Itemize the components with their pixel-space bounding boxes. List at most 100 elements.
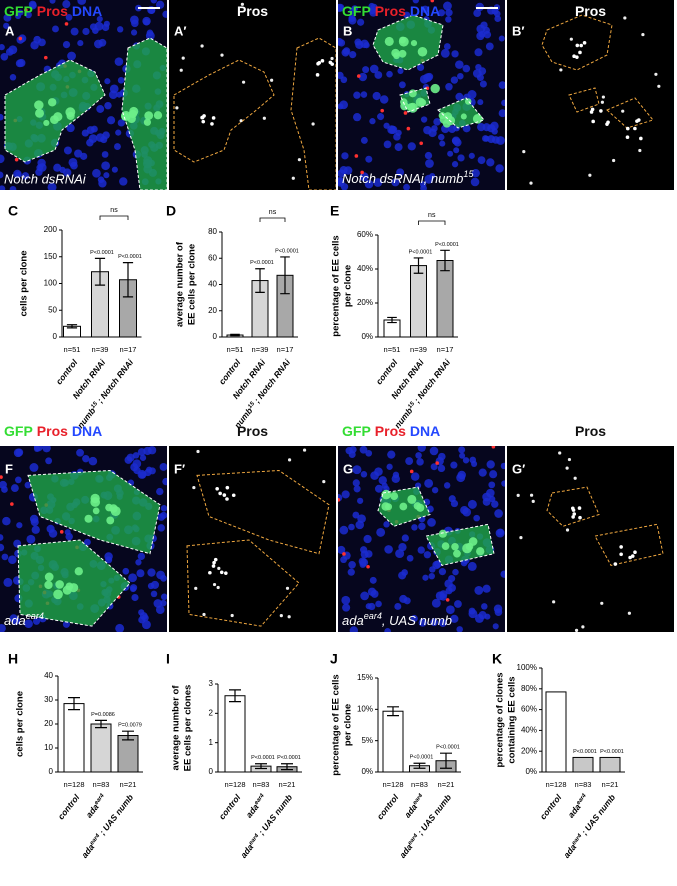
y-tick-label: 0% xyxy=(361,767,373,776)
y-tick-label: 40 xyxy=(44,671,53,680)
title-word: Pros xyxy=(375,423,406,439)
nucleus xyxy=(10,484,19,493)
y-axis-label: average number of xyxy=(175,241,186,327)
panel-letter: F′ xyxy=(174,461,185,476)
error-bar xyxy=(387,316,397,324)
nucleus xyxy=(12,616,21,625)
nucleus xyxy=(423,73,433,83)
nucleus xyxy=(474,48,483,57)
pros-cell xyxy=(588,173,592,177)
panel-letter: I xyxy=(166,651,170,667)
nucleus xyxy=(477,156,486,165)
image-panel xyxy=(507,0,674,190)
pros-cell xyxy=(262,116,266,120)
nucleus xyxy=(374,484,383,493)
nucleus xyxy=(3,13,12,22)
nucleus xyxy=(443,1,452,11)
error-bar xyxy=(68,697,80,711)
pros-cell xyxy=(219,570,224,575)
p-value-label: P=0.0079 xyxy=(118,723,142,729)
x-tick-label: control xyxy=(217,357,243,386)
panel-title: Pros xyxy=(575,3,606,19)
nucleus xyxy=(353,91,361,99)
panel-letter: A′ xyxy=(174,23,187,38)
nucleus xyxy=(101,151,109,158)
nucleus xyxy=(362,66,370,74)
gfp-cell xyxy=(153,111,163,120)
nucleus xyxy=(106,116,116,125)
nucleus xyxy=(17,9,24,16)
nucleus xyxy=(83,538,91,546)
gfp-cell xyxy=(381,502,390,511)
nucleus xyxy=(446,605,455,615)
n-label: n=39 xyxy=(92,345,109,354)
nucleus xyxy=(494,608,503,616)
nucleus xyxy=(431,598,441,608)
clone-outline xyxy=(425,523,495,567)
nucleus xyxy=(459,452,466,459)
bar xyxy=(572,756,594,773)
x-tick-label: adaear4 xyxy=(402,792,427,820)
pros-cell xyxy=(18,36,23,41)
title-word: Pros xyxy=(575,3,606,19)
nucleus xyxy=(471,168,480,178)
y-tick-label: 15% xyxy=(357,673,373,682)
nucleus xyxy=(423,551,432,559)
y-tick-label: 2 xyxy=(209,708,214,717)
nucleus xyxy=(342,603,351,612)
nucleus xyxy=(476,31,485,41)
nucleus xyxy=(24,481,32,489)
panel-title: Pros xyxy=(575,423,606,439)
nucleus xyxy=(98,179,107,188)
pros-cell xyxy=(24,8,28,12)
panel-title: GFP Pros DNA xyxy=(342,3,440,19)
y-tick-label: 100 xyxy=(44,279,58,288)
p-value-label: P<0.0001 xyxy=(250,260,274,266)
gfp-cell xyxy=(44,580,53,590)
title-word: GFP xyxy=(342,423,371,439)
nucleus xyxy=(471,460,478,467)
error-bar xyxy=(94,257,106,286)
gfp-cell xyxy=(66,111,75,121)
pros-cell xyxy=(216,585,220,590)
nucleus xyxy=(352,511,360,519)
superscript: 15 xyxy=(90,400,99,409)
image-background xyxy=(507,446,674,632)
nucleus xyxy=(150,0,157,4)
nucleus xyxy=(360,591,369,601)
nucleus xyxy=(82,454,90,463)
nucleus xyxy=(13,169,22,179)
pros-cell xyxy=(600,100,604,104)
nucleus xyxy=(157,513,166,521)
pros-cell xyxy=(330,62,335,66)
nucleus xyxy=(438,618,447,627)
pros-cell xyxy=(311,122,315,126)
clone-fill xyxy=(18,539,130,627)
nucleus xyxy=(159,463,167,471)
clone-outline xyxy=(399,87,431,113)
pros-cell xyxy=(320,59,325,63)
panel-letter: B′ xyxy=(512,23,525,38)
pros-cell xyxy=(606,120,610,125)
pros-cell xyxy=(516,493,520,497)
nucleus xyxy=(487,135,496,144)
error-bar xyxy=(95,719,107,729)
y-tick-label: 150 xyxy=(44,252,58,261)
panel-caption: adaear4 xyxy=(4,611,44,628)
nucleus xyxy=(373,178,383,187)
clone-outline xyxy=(27,469,161,555)
pros-cell xyxy=(291,176,295,180)
nucleus xyxy=(358,72,368,82)
pros-cell xyxy=(225,485,230,490)
nucleus xyxy=(77,40,84,47)
p-value-label: P<0.0001 xyxy=(118,254,142,260)
pros-cell xyxy=(569,37,573,41)
nucleus xyxy=(0,624,6,632)
title-word: Pros xyxy=(237,3,268,19)
gfp-cell xyxy=(106,516,115,525)
bar xyxy=(599,756,621,773)
nucleus xyxy=(425,159,434,168)
pros-cell xyxy=(419,141,424,146)
n-label: n=17 xyxy=(120,345,137,354)
pros-cell xyxy=(625,126,630,131)
